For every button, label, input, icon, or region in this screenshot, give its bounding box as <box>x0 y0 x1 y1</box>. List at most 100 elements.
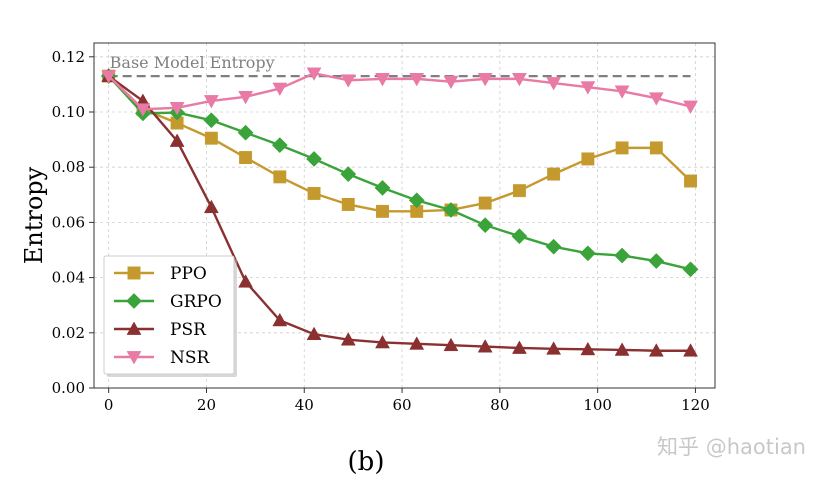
x-tick-label: 120 <box>681 396 710 414</box>
psr-point <box>306 326 322 341</box>
ppo-point <box>615 141 629 155</box>
grpo-point <box>306 150 322 167</box>
legend-label-nsr: NSR <box>170 348 211 368</box>
nsr-point <box>409 73 425 87</box>
psr-point <box>169 133 185 147</box>
grpo-point <box>682 261 699 278</box>
y-tick-label: 0.06 <box>52 213 85 231</box>
legend-marker-psr <box>126 321 142 335</box>
psr-point <box>375 334 390 349</box>
ppo-point <box>581 152 595 166</box>
legend-item-psr: PSR <box>114 320 207 340</box>
y-tick-label: 0.04 <box>52 269 85 287</box>
grpo-point <box>237 124 254 141</box>
psr-point <box>443 337 459 352</box>
x-tick-label: 20 <box>197 396 216 414</box>
nsr-point <box>580 81 596 95</box>
ppo-point <box>547 167 561 181</box>
nsr-point <box>306 67 322 81</box>
legend-label-ppo: PPO <box>170 264 207 284</box>
legend-item-nsr: NSR <box>114 348 211 368</box>
grpo-point <box>203 112 220 129</box>
series-group <box>100 67 699 357</box>
y-tick-label: 0.02 <box>52 324 85 342</box>
nsr-point <box>101 70 117 84</box>
nsr-point <box>648 92 664 106</box>
psr-point <box>272 312 288 327</box>
legend-label-grpo: GRPO <box>170 292 222 312</box>
series-ppo <box>102 69 698 218</box>
nsr-point <box>272 82 288 97</box>
x-tick-label: 0 <box>104 396 114 414</box>
grpo-point <box>545 238 562 255</box>
nsr-point <box>340 74 356 88</box>
y-tick-label: 0.12 <box>52 48 85 66</box>
psr-point <box>340 332 356 346</box>
y-tick-label: 0.10 <box>52 103 85 121</box>
ppo-line <box>107 75 692 213</box>
grpo-point <box>340 166 357 183</box>
nsr-point <box>511 73 527 87</box>
psr-point <box>409 336 425 350</box>
grpo-point <box>374 179 391 196</box>
axis-ticks: 0 20 40 60 80 100 120 0.00 0.02 0.04 0.06 0.08 0.10 0… <box>52 48 710 414</box>
nsr-point <box>477 73 493 87</box>
psr-point <box>238 274 254 288</box>
nsr-point <box>443 75 459 90</box>
psr-point <box>648 343 664 357</box>
y-tick-label: 0.08 <box>52 158 85 176</box>
legend: PPO GRPO PSR NSR <box>103 255 237 377</box>
legend-marker-ppo <box>127 266 141 280</box>
legend-marker-grpo <box>126 293 142 309</box>
grpo-point <box>442 202 459 218</box>
psr-point <box>683 343 698 357</box>
psr-point <box>511 340 527 354</box>
psr-point <box>203 199 219 214</box>
ppo-point <box>204 131 218 145</box>
grpo-point <box>477 217 494 234</box>
grpo-point <box>614 247 631 264</box>
ppo-point <box>273 170 287 184</box>
ppo-point <box>341 198 355 211</box>
psr-point <box>614 342 630 356</box>
grpo-point <box>648 253 665 269</box>
grpo-point <box>271 137 288 154</box>
psr-point <box>546 341 562 355</box>
plot-frame <box>93 42 716 389</box>
legend-marker-nsr <box>126 351 142 365</box>
watermark-text: 知乎 @haotian <box>657 435 806 459</box>
y-axis-label: Entropy <box>20 166 48 264</box>
x-tick-label: 100 <box>583 396 612 414</box>
nsr-point <box>375 73 390 87</box>
ppo-point <box>512 184 526 198</box>
nsr-point <box>169 102 185 116</box>
nsr-point <box>203 95 219 109</box>
nsr-line <box>107 72 691 111</box>
legend-item-ppo: PPO <box>114 264 207 284</box>
y-tick-label: 0.00 <box>52 379 85 397</box>
psr-point <box>477 339 493 353</box>
nsr-point <box>546 77 562 91</box>
grpo-point <box>408 192 425 209</box>
psr-line <box>107 75 691 352</box>
series-grpo <box>100 68 699 278</box>
nsr-point <box>683 100 698 114</box>
ppo-point <box>307 186 321 200</box>
nsr-point <box>238 90 254 105</box>
ppo-point <box>684 174 698 188</box>
psr-point <box>580 341 596 356</box>
ppo-point <box>239 151 253 164</box>
grpo-point <box>579 245 596 262</box>
reference-line-label: Base Model Entropy <box>110 53 275 72</box>
legend-box <box>103 255 235 375</box>
legend-item-grpo: GRPO <box>114 292 222 312</box>
series-psr <box>101 68 698 357</box>
x-tick-label: 80 <box>490 396 509 414</box>
ppo-point <box>649 141 663 155</box>
grpo-point <box>511 228 528 245</box>
ppo-point <box>478 196 492 210</box>
legend-label-psr: PSR <box>170 320 207 340</box>
nsr-point <box>614 85 630 99</box>
nsr-point <box>135 103 151 117</box>
